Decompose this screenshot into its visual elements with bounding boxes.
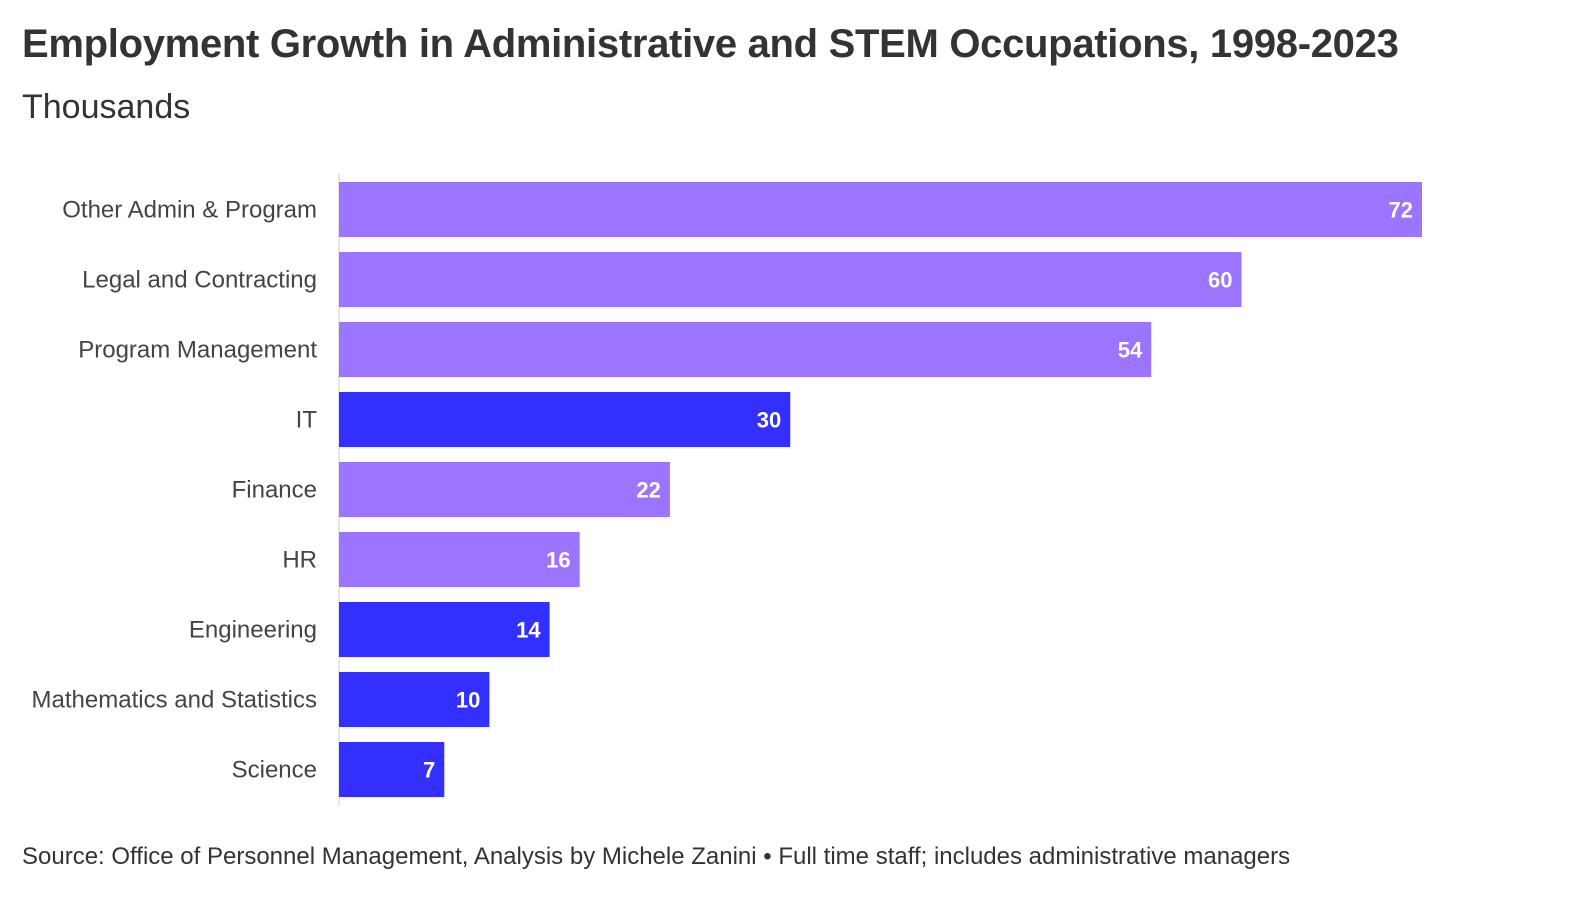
value-label: 22 — [636, 478, 660, 503]
category-label: Engineering — [189, 617, 317, 644]
category-label: Legal and Contracting — [82, 267, 317, 294]
category-label: IT — [296, 407, 318, 434]
value-label: 16 — [546, 548, 570, 573]
bar — [339, 182, 1422, 237]
category-label: Mathematics and Statistics — [32, 687, 317, 714]
value-label: 60 — [1208, 268, 1232, 293]
category-label: Finance — [232, 477, 317, 504]
value-label: 30 — [757, 408, 781, 433]
value-label: 72 — [1389, 198, 1413, 223]
value-label: 10 — [456, 688, 480, 713]
bar — [339, 742, 445, 797]
bar — [339, 602, 550, 657]
chart-title: Employment Growth in Administrative and … — [22, 22, 1399, 66]
bar — [339, 252, 1242, 307]
value-label: 14 — [516, 618, 541, 643]
value-label: 54 — [1118, 338, 1143, 363]
bar-chart: Other Admin & Program 72 Legal and Contrac… — [32, 174, 1422, 806]
category-label: HR — [282, 547, 317, 574]
value-label: 7 — [423, 758, 435, 783]
bar — [339, 462, 670, 517]
bar — [339, 322, 1152, 377]
bar — [339, 392, 791, 447]
chart-subtitle: Thousands — [22, 88, 191, 126]
bars-layer: Other Admin & Program 72 Legal and Contrac… — [32, 182, 1422, 797]
source-note: Source: Office of Personnel Management, … — [22, 843, 1291, 870]
bar — [339, 532, 580, 587]
category-label: Science — [232, 757, 317, 784]
category-label: Other Admin & Program — [62, 197, 317, 224]
category-label: Program Management — [78, 337, 317, 364]
bar — [339, 672, 490, 727]
